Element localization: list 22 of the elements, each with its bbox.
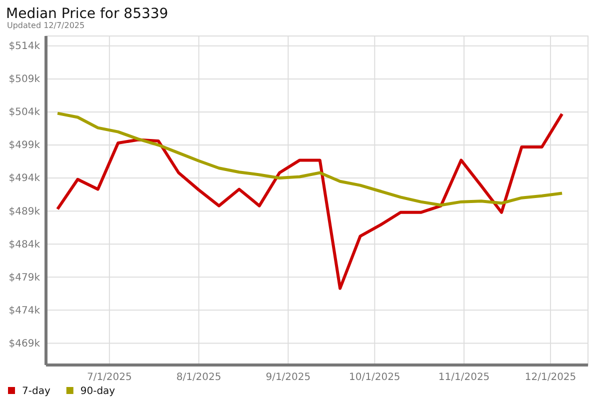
y-tick-label: $509k <box>8 74 40 86</box>
y-tick-label: $514k <box>8 41 40 52</box>
x-tick-label: 8/1/2025 <box>176 372 222 384</box>
y-tick-label: $494k <box>8 173 40 184</box>
legend-label: 7-day <box>22 386 50 397</box>
y-tick-label: $469k <box>8 338 40 350</box>
y-tick-label: $474k <box>8 305 40 316</box>
chart-subtitle: Updated 12/7/2025 <box>7 21 85 30</box>
legend-label: 90-day <box>80 386 116 397</box>
line-series <box>56 112 564 207</box>
line-series <box>56 112 564 290</box>
chart-title: Median Price for 85339 <box>6 6 168 22</box>
x-tick-label: 10/1/2025 <box>349 372 400 384</box>
x-tick-label: 12/1/2025 <box>524 372 576 384</box>
x-tick-label: 7/1/2025 <box>86 372 132 384</box>
y-tick-label: $499k <box>8 140 40 152</box>
y-tick-label: $479k <box>8 272 40 284</box>
x-tick-label: 9/1/2025 <box>266 372 311 384</box>
y-tick-label: $504k <box>8 107 40 118</box>
y-tick-label: $484k <box>8 239 40 250</box>
x-tick-label: 11/1/2025 <box>438 372 490 384</box>
y-tick-label: $489k <box>8 206 40 218</box>
